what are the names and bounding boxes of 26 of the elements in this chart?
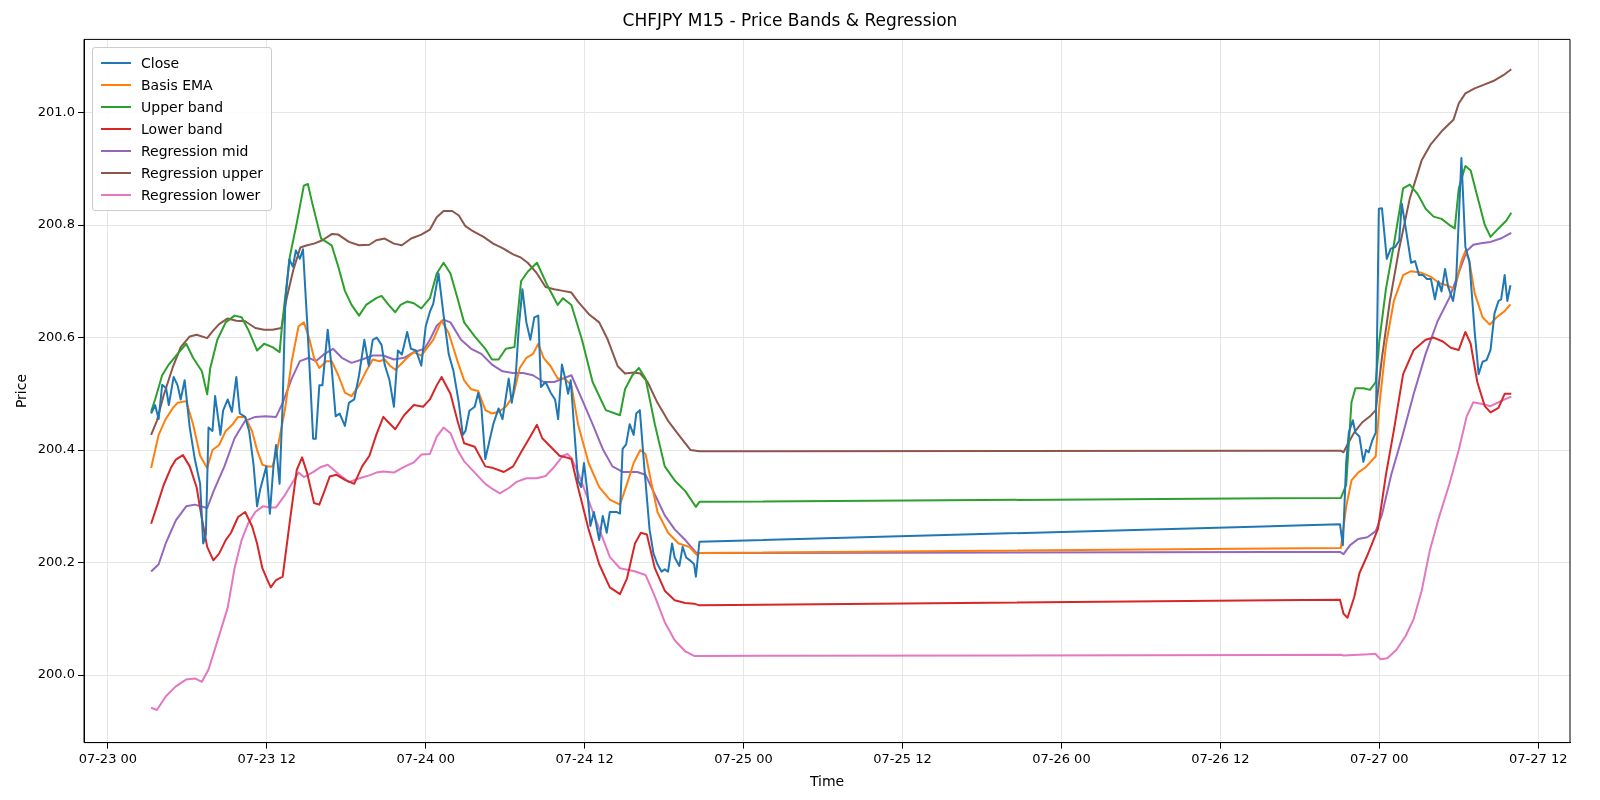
- x-tick-label: 07-26 12: [1191, 750, 1250, 766]
- x-tick-label: 07-27 12: [1508, 750, 1568, 766]
- legend-label: Basis EMA: [141, 77, 213, 94]
- x-tick-label: 07-23 00: [78, 750, 138, 766]
- x-tick-label: 07-26 00: [1032, 750, 1091, 766]
- x-tick-label: 07-24 00: [396, 750, 455, 766]
- y-tick-label: 201.0: [37, 103, 76, 119]
- y-axis-title: Price: [13, 373, 30, 409]
- x-tick-label: 07-25 00: [714, 750, 773, 766]
- y-tick-label: 200.0: [37, 666, 76, 682]
- x-tick-label: 07-23 12: [237, 750, 297, 766]
- chart-title: CHFJPY M15 - Price Bands & Regression: [622, 9, 958, 30]
- y-tick-label: 200.8: [37, 216, 76, 232]
- y-tick-label: 200.2: [37, 553, 76, 569]
- x-tick-label: 07-27 00: [1350, 750, 1409, 766]
- x-tick-label: 07-24 12: [555, 750, 614, 766]
- y-tick-label: 200.6: [37, 328, 76, 344]
- legend-label: Close: [141, 55, 180, 72]
- legend-label: Upper band: [141, 99, 224, 116]
- y-tick-label: 200.4: [37, 441, 76, 457]
- legend-label: Lower band: [141, 121, 223, 138]
- legend-label: Regression mid: [141, 143, 249, 160]
- x-tick-label: 07-25 12: [873, 750, 932, 766]
- legend-label: Regression upper: [141, 165, 264, 182]
- legend-label: Regression lower: [141, 187, 261, 204]
- x-axis-title: Time: [808, 773, 845, 790]
